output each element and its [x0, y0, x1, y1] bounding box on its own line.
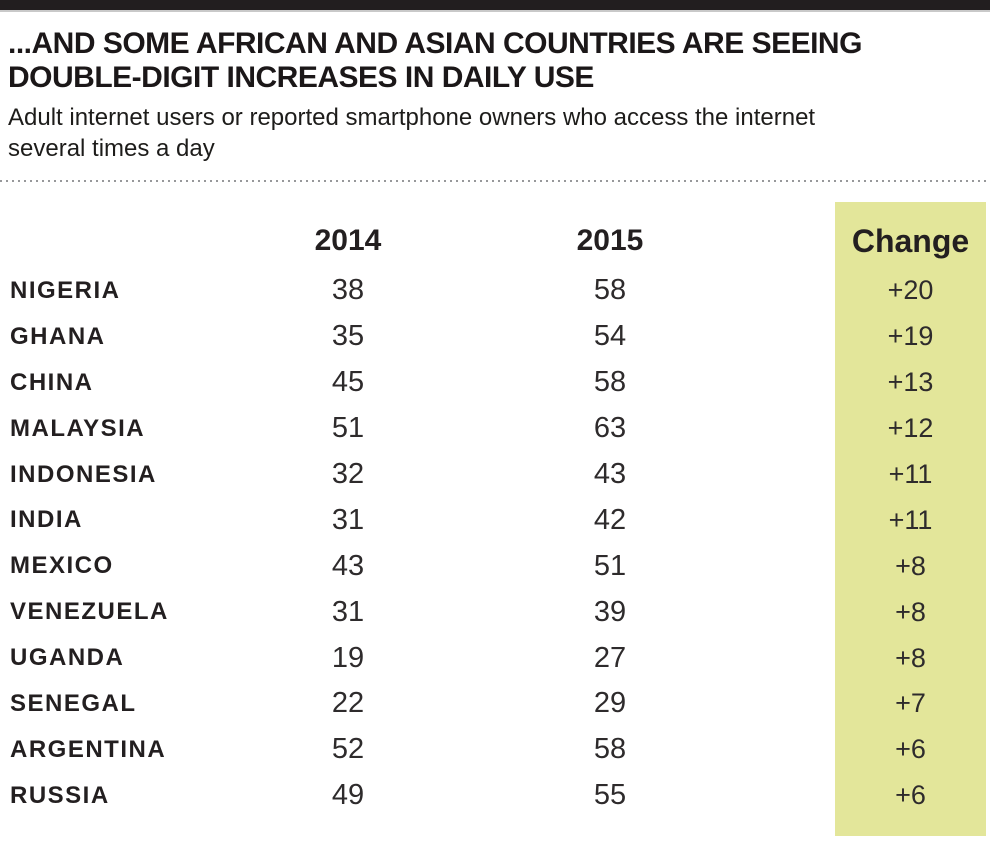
change-value: +20: [887, 275, 934, 306]
country-label: RUSSIA: [10, 781, 110, 809]
change-value: +12: [887, 413, 934, 444]
value-2015: 39: [593, 595, 627, 628]
subtitle-line-2: several times a day: [8, 135, 215, 162]
value-2015: 29: [593, 687, 627, 720]
value-2014: 51: [331, 412, 365, 445]
top-border-bar: [0, 0, 990, 12]
value-2014: 35: [331, 320, 365, 353]
value-2014: 19: [331, 641, 365, 674]
value-2014: 32: [331, 458, 365, 490]
value-2014: 31: [331, 595, 365, 628]
table-row: MEXICO 43 51 +8: [0, 543, 990, 589]
value-2014: 52: [331, 733, 365, 766]
table-row: INDONESIA 32 43 +11: [0, 452, 990, 498]
country-label: INDIA: [10, 506, 83, 534]
country-label: VENEZUELA: [10, 598, 169, 626]
value-2014: 45: [331, 366, 365, 399]
value-2014: 43: [331, 549, 365, 582]
table-row: INDIA 31 42 +11: [0, 497, 990, 543]
change-column-highlight: [835, 202, 986, 836]
table-row: CHINA 45 58 +13: [0, 360, 990, 406]
country-label: SENEGAL: [10, 689, 137, 717]
table-row: UGANDA 19 27 +8: [0, 635, 990, 681]
value-2015: 58: [593, 366, 627, 399]
value-2015: 54: [593, 320, 627, 353]
value-2014: 31: [331, 503, 365, 536]
country-label: GHANA: [10, 322, 106, 350]
subtitle-line-1: Adult internet users or reported smartph…: [8, 104, 816, 131]
table-body: NIGERIA 38 58 +20 GHANA 35 54 +19 CHINA 45 58 +13 MA…: [0, 268, 990, 819]
table-row: GHANA 35 54 +19: [0, 314, 990, 360]
country-label: UGANDA: [10, 644, 125, 672]
value-2015: 55: [593, 779, 627, 812]
dotted-divider: [0, 180, 990, 182]
title-line-1: ...AND SOME AFRICAN AND ASIAN COUNTRIES …: [8, 27, 862, 60]
country-label: INDONESIA: [10, 460, 157, 488]
country-label: CHINA: [10, 368, 94, 396]
change-value: +8: [895, 642, 926, 673]
column-header-2015: 2015: [576, 224, 644, 257]
change-value: +7: [895, 688, 926, 719]
title-line-2: DOUBLE-DIGIT INCREASES IN DAILY USE: [8, 61, 594, 94]
value-2015: 63: [593, 412, 627, 445]
value-2015: 58: [593, 733, 627, 766]
column-header-change: Change: [851, 222, 970, 259]
change-value: +8: [895, 596, 926, 627]
table-row: SENEGAL 22 29 +7: [0, 681, 990, 727]
value-2014: 38: [331, 274, 365, 307]
change-value: +19: [887, 321, 934, 352]
country-label: NIGERIA: [10, 276, 121, 304]
change-value: +6: [895, 780, 926, 811]
value-2015: 43: [593, 458, 627, 490]
table-row: ARGENTINA 52 58 +6: [0, 727, 990, 773]
column-header-2014: 2014: [314, 224, 382, 257]
value-2015: 42: [593, 503, 627, 536]
change-value: +6: [895, 734, 926, 765]
table-row: RUSSIA 49 55 +6: [0, 773, 990, 819]
value-2015: 27: [593, 641, 627, 674]
figure-header: ...AND SOME AFRICAN AND ASIAN COUNTRIES …: [8, 27, 982, 164]
country-label: MEXICO: [10, 552, 114, 580]
table-row: NIGERIA 38 58 +20: [0, 268, 990, 314]
value-2014: 49: [331, 779, 365, 812]
page-subtitle: Adult internet users or reported smartph…: [8, 102, 982, 164]
change-value: +8: [895, 550, 926, 581]
table-row: VENEZUELA 31 39 +8: [0, 589, 990, 635]
country-label: ARGENTINA: [10, 735, 167, 763]
value-2014: 22: [331, 687, 365, 720]
change-value: +11: [888, 459, 933, 489]
table-header-row: 2014 2015 Change: [0, 218, 990, 264]
table-row: MALAYSIA 51 63 +12: [0, 406, 990, 452]
country-label: MALAYSIA: [10, 414, 146, 442]
value-2015: 58: [593, 274, 627, 307]
value-2015: 51: [593, 549, 627, 582]
change-value: +13: [887, 367, 934, 398]
page-title: ...AND SOME AFRICAN AND ASIAN COUNTRIES …: [8, 27, 982, 95]
change-value: +11: [888, 504, 933, 535]
